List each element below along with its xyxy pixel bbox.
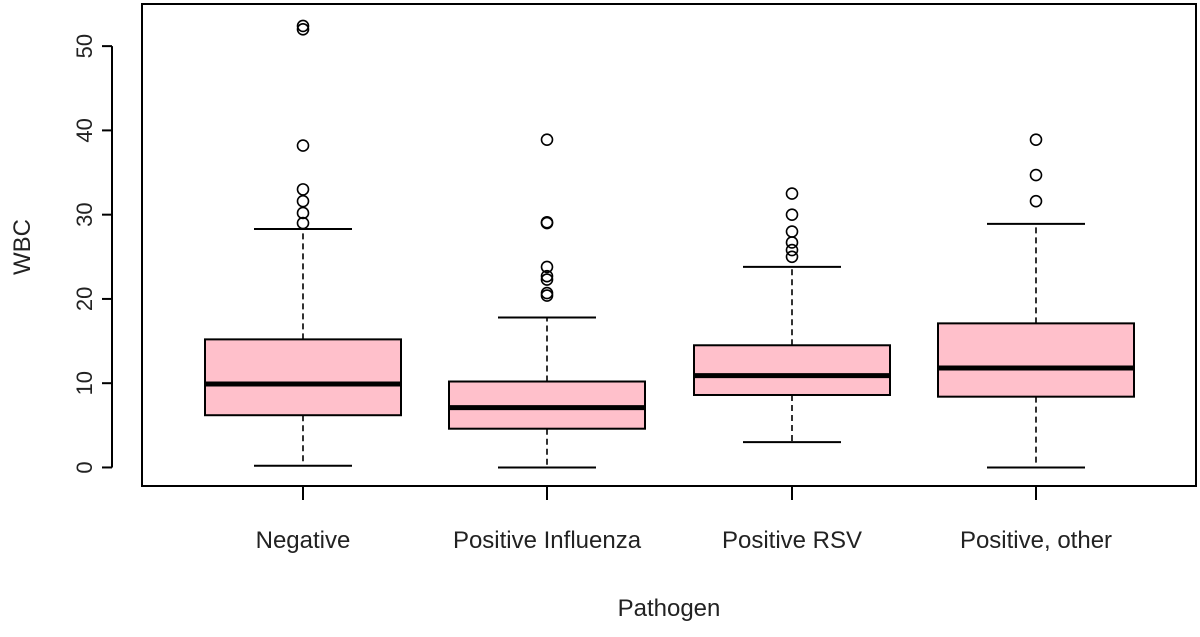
- box-group-negative: [204, 19, 402, 467]
- iqr-box: [693, 344, 891, 396]
- y-axis: 0 10 20 30 40 50: [72, 34, 113, 474]
- y-tick-label: 40: [72, 118, 97, 142]
- outlier-point: [540, 260, 554, 274]
- outlier-point: [296, 194, 310, 208]
- outlier-point: [296, 216, 310, 230]
- outlier-point: [785, 236, 799, 249]
- x-axis: Negative Positive Influenza Positive RSV Po…: [256, 485, 1112, 554]
- outlier-point: [1029, 133, 1043, 146]
- outlier-point: [296, 22, 310, 36]
- boxplot-series: [204, 19, 1135, 469]
- outlier-point: [540, 215, 554, 229]
- x-tick-label: Positive RSV: [722, 527, 862, 554]
- box-group-positive-influenza: [448, 133, 646, 469]
- outlier-point: [785, 225, 799, 238]
- y-tick-label: 50: [72, 34, 97, 58]
- x-axis-title: Pathogen: [618, 595, 721, 622]
- outlier-point: [785, 208, 799, 221]
- iqr-box: [937, 322, 1135, 398]
- y-tick-label: 10: [72, 371, 97, 395]
- outlier-point: [1029, 168, 1043, 182]
- box-group-positive-other: [937, 133, 1135, 469]
- outlier-point: [540, 289, 554, 302]
- outlier-point: [1029, 194, 1043, 208]
- x-tick-label: Negative: [256, 527, 351, 554]
- iqr-box: [448, 380, 646, 430]
- y-axis-title: WBC: [9, 219, 36, 275]
- x-tick-label: Positive Influenza: [453, 527, 642, 554]
- outlier-point: [785, 187, 799, 200]
- outlier-point: [785, 250, 799, 264]
- outlier-point: [540, 269, 554, 283]
- outlier-point: [540, 273, 554, 286]
- outlier-point: [296, 19, 310, 33]
- y-tick-label: 20: [72, 287, 97, 311]
- outlier-point: [540, 133, 554, 146]
- outlier-point: [540, 286, 554, 300]
- plot-frame: [141, 3, 1197, 487]
- iqr-box: [204, 338, 402, 417]
- outlier-point: [785, 243, 799, 257]
- outlier-point: [296, 183, 310, 196]
- y-tick-label: 30: [72, 202, 97, 226]
- box-group-positive-rsv: [693, 187, 891, 444]
- outlier-point: [296, 139, 310, 152]
- y-tick-label: 0: [72, 461, 97, 473]
- x-tick-label: Positive, other: [960, 527, 1112, 554]
